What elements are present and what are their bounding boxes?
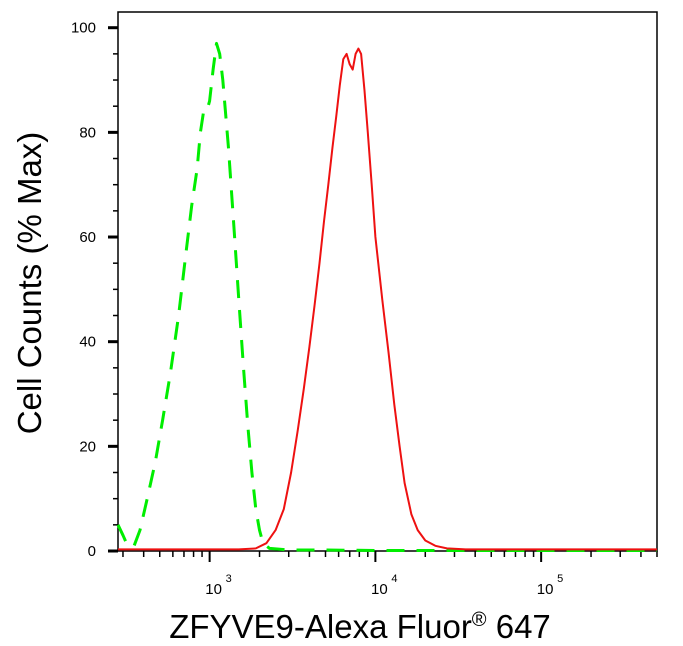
x-axis-title-suffix: 647: [486, 608, 551, 645]
x-tick-exponent: 3: [226, 573, 232, 585]
x-tick-label: 10: [537, 581, 554, 598]
y-axis-ticks: 0 20 40 60 80 100: [71, 20, 118, 560]
x-tick-label: 10: [205, 581, 222, 598]
x-axis-title-main: ZFYVE9-Alexa Fluor: [169, 608, 472, 645]
y-tick-label: 60: [79, 229, 96, 246]
y-axis-title: Cell Counts (% Max): [11, 131, 48, 435]
x-tick-exponent: 5: [557, 573, 563, 585]
series-line-2: [118, 47, 657, 551]
y-tick-label: 0: [88, 543, 96, 560]
y-tick-label: 20: [79, 438, 96, 455]
y-tick-label: 40: [79, 334, 96, 351]
x-tick-exponent: 4: [391, 573, 397, 585]
x-axis-title: ZFYVE9-Alexa Fluor® 647: [169, 608, 551, 646]
series-line-1: [116, 41, 657, 552]
plot-frame: [117, 11, 658, 552]
y-tick-label: 100: [71, 20, 96, 37]
y-tick-label: 80: [79, 124, 96, 141]
registered-mark: ®: [471, 609, 487, 631]
series-layer: [116, 41, 657, 552]
x-tick-label: 10: [371, 581, 388, 598]
